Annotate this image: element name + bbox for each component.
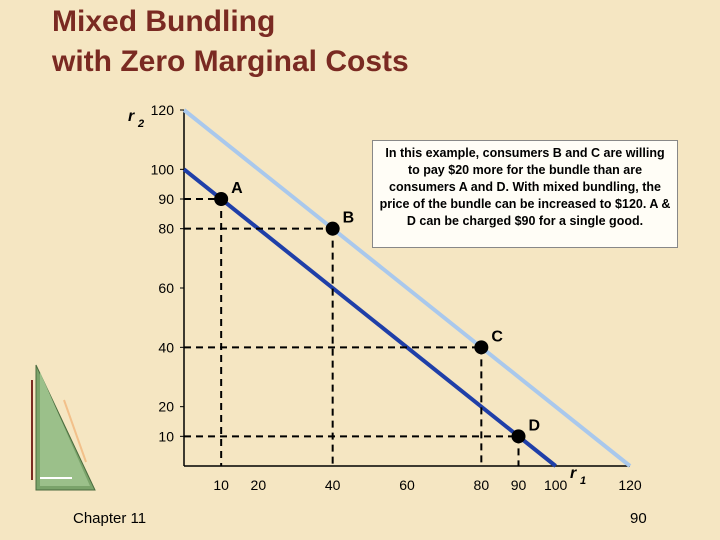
y-tick-label: 100 <box>151 161 175 177</box>
y-tick-label: 20 <box>158 399 174 415</box>
x-tick-label: 10 <box>213 477 229 493</box>
slide-title: Mixed Bundling with Zero Marginal Costs <box>52 2 409 82</box>
x-tick-label: 20 <box>251 477 267 493</box>
y-tick-label: 60 <box>158 280 174 296</box>
x-tick-label: 90 <box>511 477 527 493</box>
y-tick-label: 40 <box>158 339 174 355</box>
x-tick-label: 100 <box>544 477 568 493</box>
y-tick-label: 120 <box>151 102 175 118</box>
slide-ornament <box>31 364 96 491</box>
x-tick-label: 80 <box>474 477 490 493</box>
x-tick-label: 40 <box>325 477 341 493</box>
y-tick-label: 90 <box>158 191 174 207</box>
y-axis-label-sub: 2 <box>137 118 144 130</box>
point-D <box>511 429 526 444</box>
y-tick-label: 80 <box>158 221 174 237</box>
x-tick-label: 120 <box>618 477 642 493</box>
chapter-label: Chapter 11 <box>73 510 147 527</box>
explanation-note: In this example, consumers B and C are w… <box>372 140 678 248</box>
point-label-D: D <box>529 417 541 434</box>
point-A <box>214 192 229 206</box>
x-tick-label: 60 <box>399 477 415 493</box>
point-label-C: C <box>491 328 503 345</box>
point-B <box>325 221 340 236</box>
point-label-A: A <box>231 180 243 197</box>
x-axis-label-sub: 1 <box>580 475 586 487</box>
point-C <box>474 340 489 355</box>
x-axis-label: r <box>570 465 577 482</box>
title-line-2: with Zero Marginal Costs <box>52 45 409 78</box>
price-line-2 <box>182 167 557 468</box>
page-number: 90 <box>630 510 647 527</box>
title-line-1: Mixed Bundling <box>52 5 276 38</box>
point-label-B: B <box>343 210 355 227</box>
y-tick-label: 10 <box>158 428 174 444</box>
y-axis-label: r <box>128 108 135 125</box>
price-line-1 <box>182 108 632 468</box>
